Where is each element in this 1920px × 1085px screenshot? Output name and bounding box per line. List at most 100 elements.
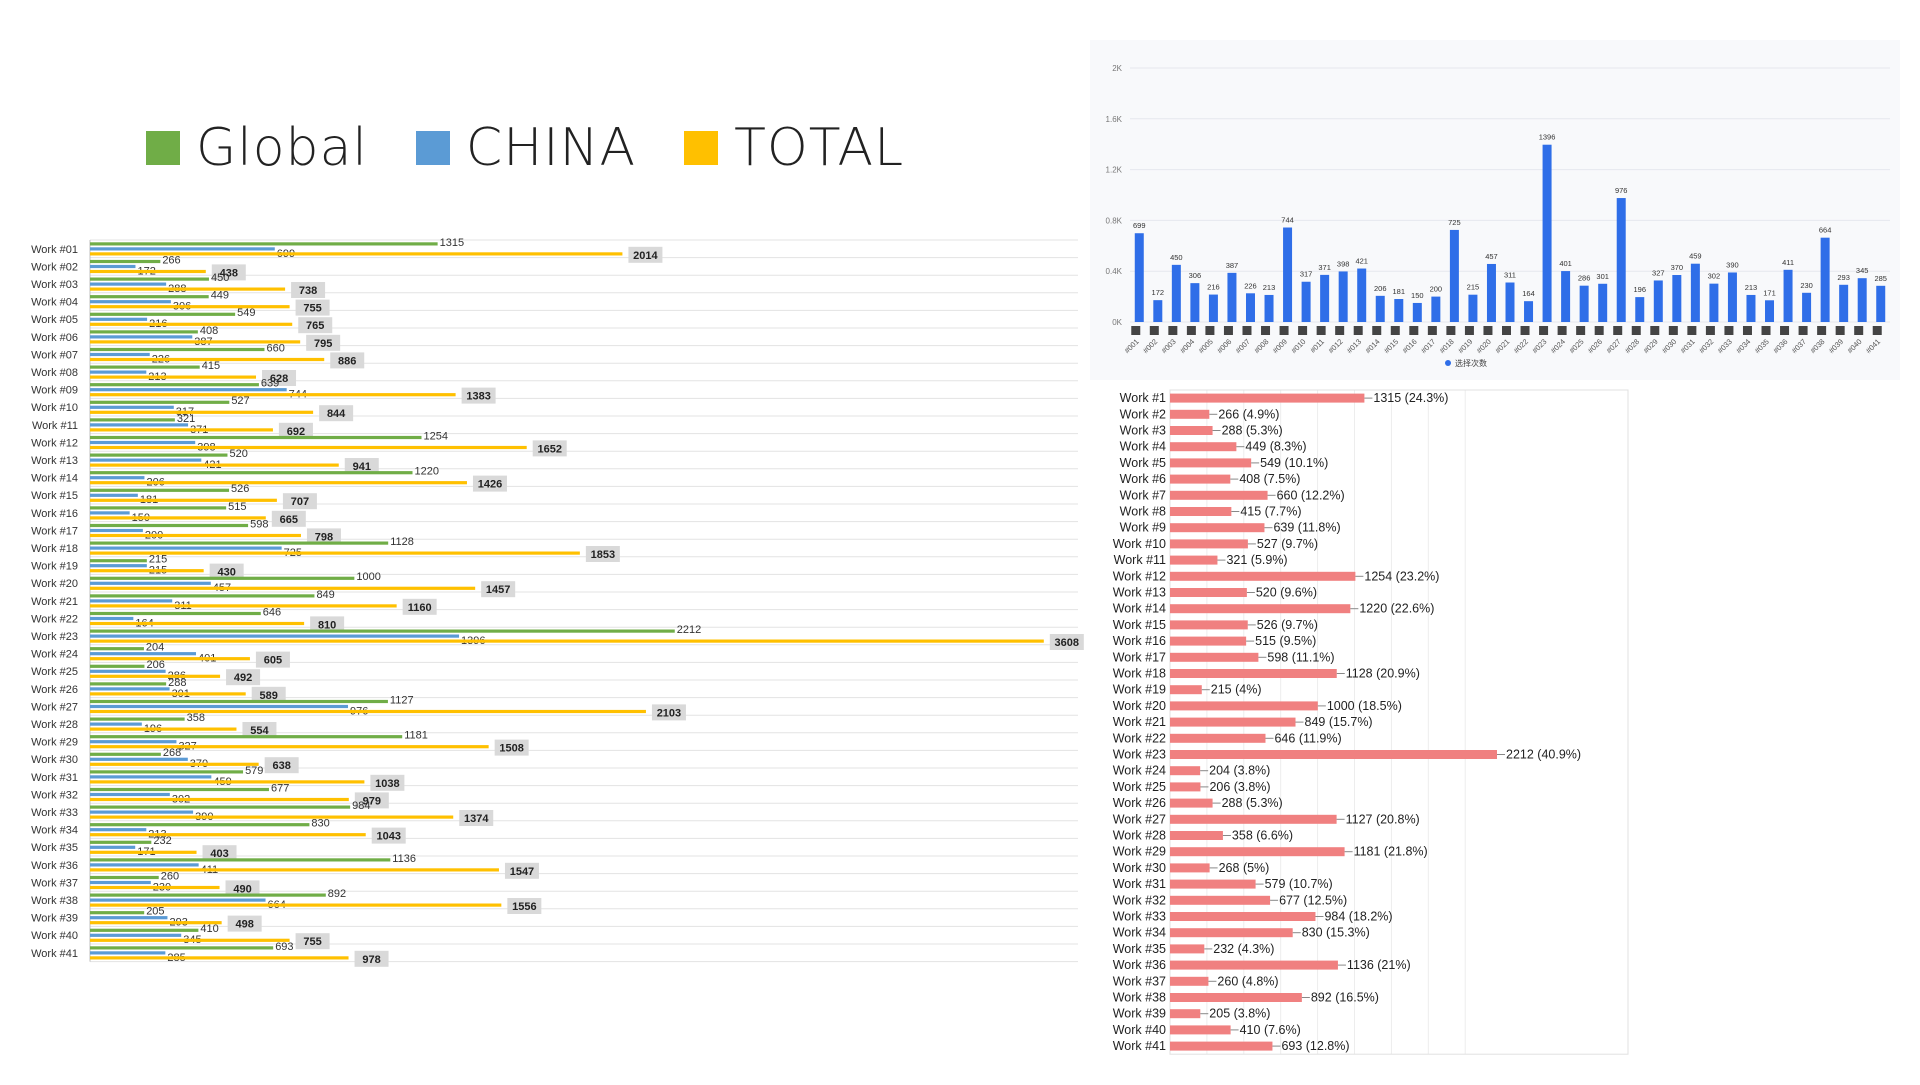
category-label: Work #04	[31, 297, 78, 309]
bar-global	[90, 752, 161, 756]
data-label-box	[371, 827, 406, 844]
data-label-total: 738	[299, 285, 317, 297]
data-label-total: 2103	[657, 707, 681, 719]
column-value-label: 664	[1819, 226, 1832, 235]
data-label-total: 1853	[591, 549, 615, 561]
bar-china	[90, 282, 167, 286]
data-label-total: 886	[338, 355, 356, 367]
data-label-box	[494, 739, 529, 756]
bar-china	[90, 634, 460, 638]
bar-total	[90, 727, 237, 731]
data-label-box	[306, 528, 341, 545]
column-bar	[1616, 198, 1626, 322]
category-label: Work #15	[1113, 618, 1166, 632]
category-label: Work #30	[31, 754, 78, 766]
category-thumbnail	[1668, 326, 1678, 335]
column-value-label: 401	[1559, 259, 1572, 268]
bar	[1170, 717, 1296, 727]
bar-china	[90, 405, 174, 409]
column-bar	[1431, 296, 1441, 322]
category-thumbnail	[1223, 326, 1233, 335]
column-bar	[1227, 272, 1237, 322]
data-label-total: 941	[353, 461, 371, 473]
bar-china	[90, 440, 196, 445]
column-bar	[1357, 268, 1367, 322]
legend-label-global: Global	[196, 118, 368, 178]
bar	[1170, 1025, 1231, 1035]
data-label-box	[344, 458, 379, 474]
x-tick-label: #025	[1567, 337, 1585, 355]
x-tick-label: #010	[1289, 337, 1307, 355]
bar-global	[90, 347, 265, 352]
bar-total	[90, 938, 290, 942]
bar	[1170, 798, 1213, 808]
x-tick-label: #029	[1642, 337, 1660, 355]
data-label-global: 449	[211, 290, 229, 302]
data-label-total: 403	[210, 848, 228, 860]
data-label-global: 598	[250, 518, 268, 530]
bar-china	[90, 775, 212, 779]
category-label: Work #12	[31, 437, 78, 449]
column-value-label: 301	[1596, 272, 1609, 281]
bar-total	[90, 410, 314, 414]
data-label-global: 410	[200, 923, 218, 935]
data-label-global: 639	[261, 378, 279, 390]
y-tick-label: 1.6K	[1106, 115, 1123, 124]
bar-china	[90, 300, 171, 304]
data-label-total: 707	[291, 496, 309, 508]
data-label-total: 810	[318, 619, 336, 631]
data-label: 515 (9.5%)	[1255, 634, 1316, 648]
bar	[1170, 912, 1316, 921]
column-value-label: 150	[1411, 291, 1424, 300]
category-thumbnail	[1742, 326, 1752, 335]
category-label: Work #02	[31, 261, 78, 273]
bar-china	[90, 792, 170, 797]
bar-total	[90, 533, 301, 538]
legend-item-china: CHINA	[415, 118, 636, 178]
bar	[1170, 928, 1293, 938]
category-label: Work #22	[1113, 731, 1166, 745]
bar	[1170, 604, 1351, 614]
category-label: Work #21	[1113, 715, 1166, 729]
category-label: Work #15	[31, 490, 78, 502]
category-thumbnail	[1298, 326, 1308, 335]
bar-total	[90, 375, 257, 379]
data-label-box	[306, 334, 341, 351]
category-label: Work #36	[1113, 958, 1166, 972]
column-value-label: 172	[1152, 288, 1165, 297]
column-bar	[1709, 283, 1719, 322]
category-thumbnail	[1613, 326, 1623, 335]
column-value-label: 327	[1652, 268, 1665, 277]
data-label: 410 (7.6%)	[1240, 1023, 1301, 1037]
bar-total	[90, 621, 305, 626]
bar-total	[90, 445, 527, 450]
data-label-global: 984	[352, 800, 370, 812]
data-label-global: 515	[228, 501, 246, 513]
bar	[1170, 831, 1223, 840]
category-thumbnail	[1390, 326, 1400, 335]
data-label: 1136 (21%)	[1347, 958, 1411, 972]
bar	[1170, 944, 1205, 954]
x-tick-label: #040	[1845, 337, 1863, 355]
category-label: Work #8	[1120, 505, 1166, 519]
category-label: Work #05	[31, 314, 78, 326]
category-label: Work #38	[31, 895, 78, 907]
x-tick-label: #004	[1178, 337, 1196, 355]
x-tick-label: #011	[1308, 337, 1326, 355]
data-label: 520 (9.6%)	[1256, 586, 1317, 600]
bar-global	[90, 893, 326, 897]
column-value-label: 345	[1856, 266, 1869, 275]
x-tick-label: #014	[1363, 337, 1381, 355]
category-thumbnail	[1261, 326, 1271, 335]
data-label: 830 (15.3%)	[1302, 926, 1370, 940]
category-thumbnail	[1780, 326, 1790, 335]
category-thumbnail	[1539, 326, 1549, 335]
data-label-box	[227, 915, 262, 932]
column-bar	[1171, 264, 1181, 322]
data-label-box	[295, 933, 330, 950]
bar-global	[90, 523, 249, 528]
x-tick-label: #027	[1604, 337, 1622, 355]
category-label: Work #33	[31, 807, 78, 819]
category-thumbnail	[1242, 326, 1252, 335]
bar-china	[90, 458, 202, 462]
